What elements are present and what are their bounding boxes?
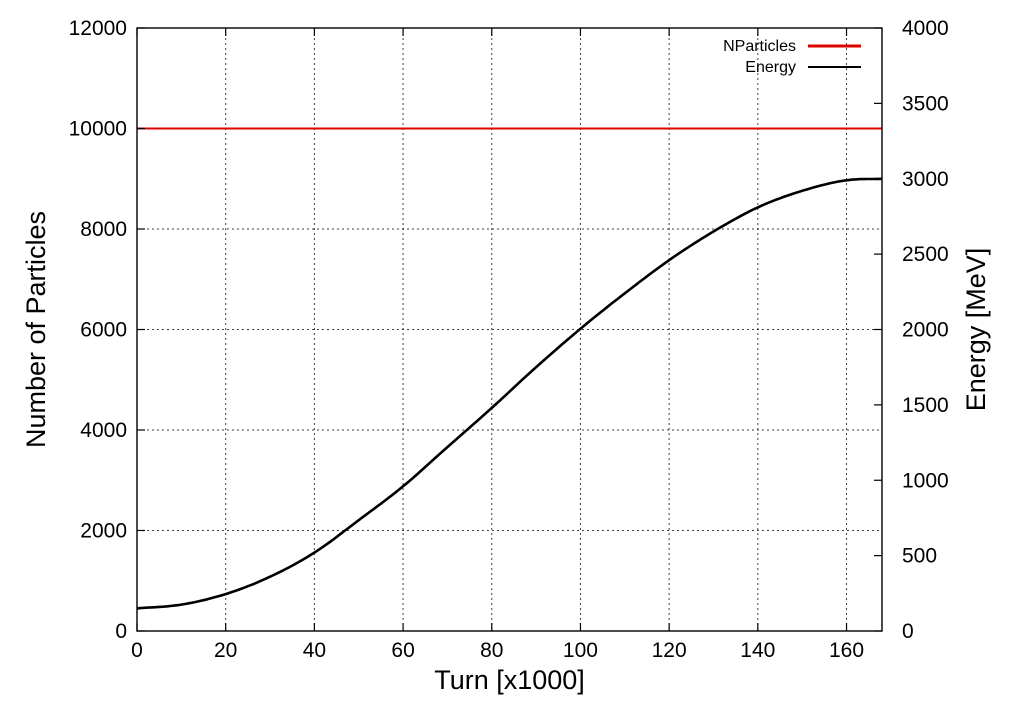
x-tick-label-3: 60 — [391, 639, 414, 662]
x-tick-label-4: 80 — [480, 639, 503, 662]
x-tick-label-1: 20 — [214, 639, 237, 662]
series-lines — [136, 127, 883, 610]
y2-tick-label-8: 4000 — [902, 17, 949, 40]
axis-ticks — [136, 27, 882, 632]
y-tick-label-2: 4000 — [80, 419, 127, 442]
y-axis-title: Number of Particles — [21, 211, 51, 448]
y2-tick-label-6: 3000 — [902, 168, 949, 191]
tick-labels: 0 20 40 60 80 100 120 140 160 0 2000 4000 6000 8000 10… — [69, 17, 949, 662]
y2-tick-label-7: 3500 — [902, 92, 949, 115]
y-tick-label-1: 2000 — [80, 520, 127, 543]
y2-tick-label-4: 2000 — [902, 319, 949, 342]
series-line-energy — [136, 177, 883, 610]
y-tick-label-3: 6000 — [80, 319, 127, 342]
y2-tick-label-0: 0 — [902, 620, 914, 643]
y-tick-label-4: 8000 — [80, 218, 127, 241]
x-axis-title: Turn [x1000] — [434, 665, 585, 695]
x-tick-label-5: 100 — [563, 639, 598, 662]
legend-label-nparticles: NParticles — [723, 38, 796, 55]
x-tick-label-0: 0 — [131, 639, 143, 662]
x-tick-label-2: 40 — [303, 639, 326, 662]
grid-lines — [137, 28, 882, 631]
y2-tick-label-1: 500 — [902, 545, 937, 568]
y2-tick-label-5: 2500 — [902, 243, 949, 266]
y-tick-label-0: 0 — [115, 620, 127, 643]
x-tick-label-7: 140 — [740, 639, 775, 662]
y2-tick-label-3: 1500 — [902, 394, 949, 417]
y2-tick-label-2: 1000 — [902, 469, 949, 492]
x-tick-label-8: 160 — [829, 639, 864, 662]
y-tick-label-5: 10000 — [69, 118, 127, 141]
y-tick-label-6: 12000 — [69, 17, 127, 40]
y2-axis-title: Energy [MeV] — [961, 248, 991, 412]
legend: NParticles Energy — [723, 38, 861, 76]
legend-label-energy: Energy — [745, 59, 796, 76]
x-tick-label-6: 120 — [652, 639, 687, 662]
